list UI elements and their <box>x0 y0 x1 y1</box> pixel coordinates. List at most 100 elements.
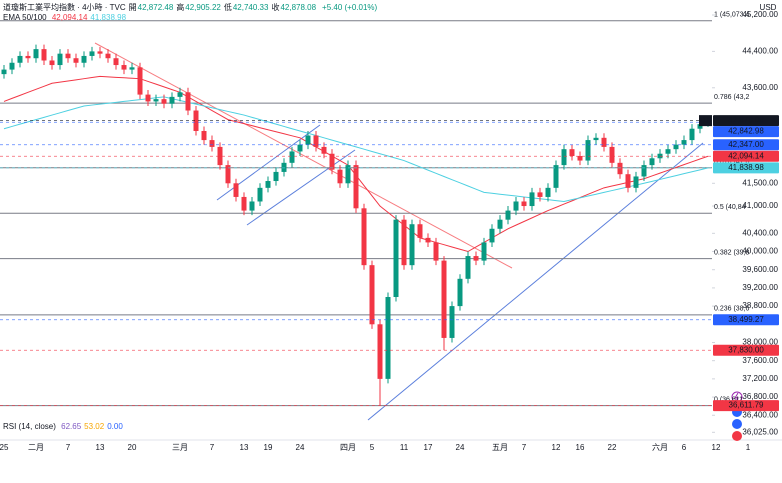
rsi-name: RSI (14, close) <box>3 422 56 431</box>
candle-body <box>265 181 271 188</box>
ohlc-value: 42,905.22 <box>185 3 221 12</box>
rsi-value: 53.02 <box>84 422 105 431</box>
indicator-value: 41,838.98 <box>90 13 127 22</box>
change: +5.40 (+0.01%) <box>322 3 378 12</box>
price-tag-label: 37,830.00 <box>728 345 764 354</box>
x-tick-label: 1 <box>746 443 751 452</box>
fib-label: 1 (45,073.4 <box>714 12 750 19</box>
candle-body <box>513 201 519 211</box>
candle-body <box>609 146 615 163</box>
candle-body <box>441 260 447 338</box>
candle-body <box>473 256 479 261</box>
candle-body <box>577 156 583 161</box>
y-tick-label: 45,200.00 <box>742 10 778 19</box>
indicator-value: 42,094.14 <box>51 13 88 22</box>
symbol-badge-label: DJI <box>700 117 711 124</box>
x-tick-label: 二月 <box>28 443 44 452</box>
candle-body <box>185 92 191 111</box>
y-tick-label: 38,000.00 <box>742 338 778 347</box>
candle-body <box>313 135 319 147</box>
fib-label: 0.382 (39,8 <box>714 249 750 256</box>
indicator-legend: EMA 50/100 42,094.14 41,838.98 <box>3 13 129 22</box>
y-tick-label: 44,400.00 <box>742 47 778 56</box>
rsi-legend: RSI (14, close) 62.65 53.02 0.00 <box>3 422 126 431</box>
x-tick-label: 12 <box>712 443 721 452</box>
candle-body <box>433 242 439 261</box>
y-tick-label: 43,600.00 <box>742 83 778 92</box>
indicator-name: EMA 50/100 <box>3 13 47 22</box>
price-tag <box>713 139 779 151</box>
candle-body <box>81 55 87 63</box>
ohlc-name: 開 <box>128 3 137 12</box>
candle-body <box>601 137 607 147</box>
x-tick-label: 13 <box>96 443 105 452</box>
x-tick-label: 7 <box>522 443 527 452</box>
y-tick-label: 39,200.00 <box>742 283 778 292</box>
candle-body <box>393 219 399 298</box>
price-tag-label: 42,842.98 <box>728 127 764 136</box>
price-tag <box>713 314 779 326</box>
flag-icon[interactable] <box>732 431 742 441</box>
candle-body <box>689 128 695 141</box>
x-tick-label: 24 <box>296 443 305 452</box>
candle-body <box>417 224 423 238</box>
lightning-icon <box>734 392 739 402</box>
candle-body <box>49 60 55 66</box>
price-tag-label: 38,499.27 <box>728 315 764 324</box>
candle-body <box>273 171 279 182</box>
candle-body <box>649 158 655 166</box>
candle-body <box>329 153 335 170</box>
y-tick-label: 41,500.00 <box>742 178 778 187</box>
candle-body <box>641 165 647 177</box>
candle-body <box>617 162 623 175</box>
y-tick-label: 39,600.00 <box>742 265 778 274</box>
candle-body <box>169 96 175 104</box>
x-tick-label: 7 <box>66 443 71 452</box>
candle-body <box>305 135 311 145</box>
candle-body <box>345 165 351 184</box>
candle-body <box>697 124 703 129</box>
price-tag-label: 41,838.98 <box>728 163 764 172</box>
fib-label: 0.236 (38,6 <box>714 306 750 313</box>
y-tick-label: 36,400.00 <box>742 410 778 419</box>
x-tick-label: 16 <box>576 443 585 452</box>
candle-body <box>65 53 71 59</box>
symbol-badge <box>699 115 712 127</box>
candle-body <box>585 140 591 161</box>
candle-body <box>137 67 143 95</box>
down-trendline <box>94 42 513 269</box>
x-tick-label: 五月 <box>492 443 508 452</box>
candle-body <box>545 187 551 197</box>
candle-body <box>177 92 183 97</box>
candle-body <box>193 110 199 131</box>
candle-body <box>105 53 111 59</box>
fib-label: 0.618 (41,8 <box>714 159 750 166</box>
x-tick-label: 三月 <box>172 443 188 452</box>
y-tick-label: 36,025.00 <box>742 427 778 436</box>
candle-body <box>161 99 167 104</box>
price-tag-label: 42,094.14 <box>728 151 764 160</box>
x-tick-label: 24 <box>456 443 465 452</box>
plot-area <box>0 20 712 421</box>
x-tick-label: 19 <box>264 443 273 452</box>
ohlc-name: 低 <box>223 3 232 12</box>
candle-body <box>257 187 263 202</box>
flag-icon[interactable] <box>732 419 742 429</box>
header: 道瓊斯工業平均指數 · 4小時 · TVC 開42,872.48 高42,905.2… <box>3 2 380 13</box>
price-tag <box>713 162 779 174</box>
candle-body <box>465 256 471 279</box>
y-tick-label: 40,400.00 <box>742 228 778 237</box>
candle-body <box>57 53 63 66</box>
candle-body <box>121 65 127 70</box>
x-tick-label: 6 <box>682 443 687 452</box>
candle-body <box>217 146 223 166</box>
x-tick-label: 25 <box>0 443 9 452</box>
y-tick-label: 36,800.00 <box>742 392 778 401</box>
candle-body <box>241 196 247 211</box>
rsi-value: 62.65 <box>61 422 82 431</box>
y-tick-label: 37,600.00 <box>742 356 778 365</box>
candle-body <box>145 94 151 102</box>
candle-body <box>1 69 7 75</box>
y-tick-label: 41,000.00 <box>742 201 778 210</box>
candle-body <box>289 151 295 163</box>
